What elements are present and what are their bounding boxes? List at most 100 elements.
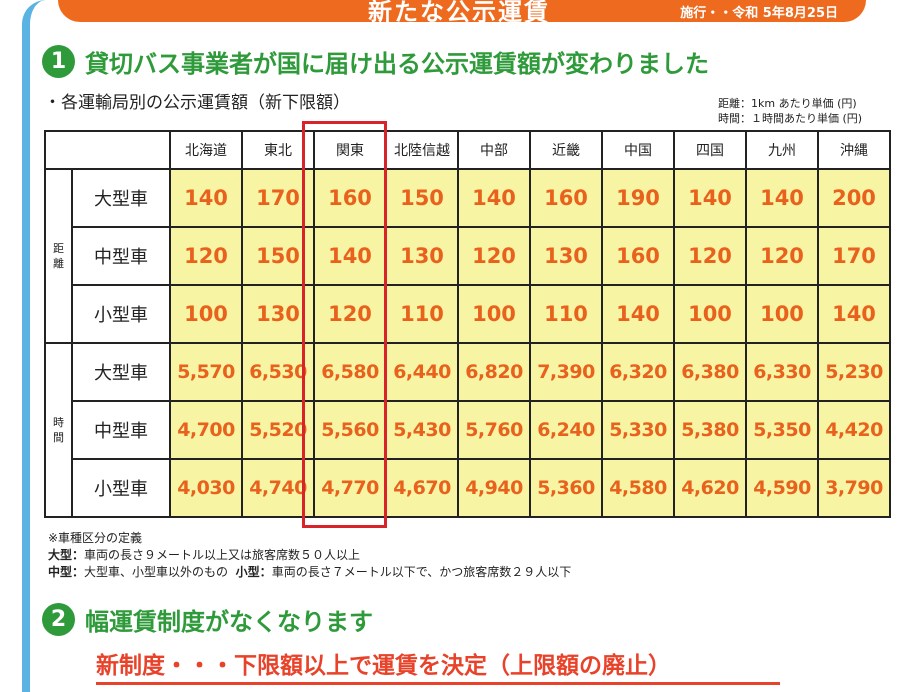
vehicle-class-notes: ※車種区分の定義 大型：車両の長さ９メートル以上又は旅客席数５０人以上 中型：大… (48, 530, 571, 581)
region-header: 中国 (601, 130, 675, 170)
fare-value-cell: 4,670 (385, 458, 459, 518)
new-system-statement: 新制度・・・下限額以上で運賃を決定（上限額の廃止） (96, 653, 671, 679)
table-row: 中型車 4,700 5,520 5,560 5,430 5,760 6,240 5,330 5,… (45, 400, 891, 460)
table-row: 距離大型車 140 170 160 150 140 160 190 140 140 200 (44, 168, 891, 344)
fare-value-cell: 100 (745, 284, 819, 344)
fare-value-cell: 7,390 (529, 342, 603, 402)
time-unit-note: 時間：１時間あたり単価 (円) (718, 112, 863, 125)
vehicle-type-label: 大型車 (71, 342, 171, 402)
notes-heading: ※車種区分の定義 (48, 531, 143, 545)
header-corner-cell (44, 130, 171, 170)
vehicle-type-label: 中型車 (71, 400, 171, 460)
region-header: 九州 (745, 130, 819, 170)
fare-value-cell: 140 (313, 226, 387, 286)
fare-value-cell: 200 (817, 168, 891, 228)
header-banner: 新たな公示運賃 施行・・令和 5年8月25日 (58, 0, 866, 26)
table-row: 中型車 120 150 140 130 120 130 160 120 120 170 (45, 226, 891, 286)
fare-value-cell: 5,570 (169, 342, 243, 402)
fare-value-cell: 170 (817, 226, 891, 286)
note-large: 大型：車両の長さ９メートル以上又は旅客席数５０人以上 (48, 548, 361, 562)
fare-value-cell: 140 (817, 284, 891, 344)
fare-value-cell: 4,700 (169, 400, 243, 460)
fare-value-cell: 6,240 (529, 400, 603, 460)
category-label-char: 間 (53, 431, 64, 444)
region-header: 沖縄 (817, 130, 891, 170)
region-header: 中部 (457, 130, 531, 170)
fare-value-cell: 140 (745, 168, 819, 228)
fare-value-cell: 110 (385, 284, 459, 344)
effective-date: 施行・・令和 5年8月25日 (680, 6, 838, 21)
vehicle-type-label: 小型車 (71, 458, 171, 518)
fare-value-cell: 140 (457, 168, 531, 228)
fare-value-cell: 190 (601, 168, 675, 228)
region-header: 北海道 (169, 130, 243, 170)
fare-value-cell: 110 (529, 284, 603, 344)
fare-value-cell: 5,430 (385, 400, 459, 460)
section-number-badge: 1 (42, 44, 75, 78)
section-number-badge: 2 (42, 602, 75, 636)
fare-value-cell: 4,940 (457, 458, 531, 518)
table-row: 小型車 100 130 120 110 100 110 140 100 100 140 (45, 284, 891, 344)
fare-table: 北海道 東北 関東 北陸信越 中部 近畿 中国 四国 九州 沖縄 距離大型車 140 170 160 15… (44, 130, 891, 518)
category-label-char: 時 (53, 416, 64, 429)
fare-value-cell: 130 (529, 226, 603, 286)
fare-value-cell: 140 (673, 168, 747, 228)
fare-value-cell: 5,230 (817, 342, 891, 402)
fare-value-cell: 3,790 (817, 458, 891, 518)
region-header: 近畿 (529, 130, 603, 170)
vehicle-type-label: 大型車 (71, 168, 171, 228)
fare-value-cell: 130 (385, 226, 459, 286)
banner-title: 新たな公示運賃 (368, 0, 550, 26)
region-header: 四国 (673, 130, 747, 170)
fare-value-cell: 6,440 (385, 342, 459, 402)
fare-value-cell: 5,380 (673, 400, 747, 460)
statement-underline (96, 682, 780, 685)
category-label-char: 離 (53, 257, 64, 270)
fare-value-cell: 160 (529, 168, 603, 228)
fare-value-cell: 100 (673, 284, 747, 344)
fare-value-cell: 120 (169, 226, 243, 286)
section-2-heading: 2 幅運賃制度がなくなります (42, 600, 373, 638)
fare-value-cell: 5,350 (745, 400, 819, 460)
section-title: 幅運賃制度がなくなります (85, 607, 373, 636)
kanto-highlight-box (302, 121, 387, 528)
fare-value-cell: 6,380 (673, 342, 747, 402)
category-label-char: 距 (53, 242, 64, 255)
fare-value-cell: 120 (745, 226, 819, 286)
fare-value-cell: 140 (601, 284, 675, 344)
distance-unit-note: 距離：1km あたり単価 (円) (718, 97, 857, 110)
fare-value-cell: 120 (457, 226, 531, 286)
fare-value-cell: 4,030 (169, 458, 243, 518)
fare-value-cell: 4,420 (817, 400, 891, 460)
fare-value-cell: 6,820 (457, 342, 531, 402)
section-1-heading: 1 貸切バス事業者が国に届け出る公示運賃額が変わりました (42, 42, 709, 80)
vehicle-type-label: 小型車 (71, 284, 171, 344)
table-row: 時間大型車 5,570 6,530 6,580 6,440 6,820 7,390 6,320… (44, 342, 891, 518)
fare-value-cell: 140 (169, 168, 243, 228)
fare-value-cell: 160 (313, 168, 387, 228)
fare-value-cell: 120 (313, 284, 387, 344)
fare-value-cell: 5,760 (457, 400, 531, 460)
fare-value-cell: 4,590 (745, 458, 819, 518)
page-frame (22, 0, 921, 692)
fare-value-cell: 150 (385, 168, 459, 228)
table-subtitle: ・各運輸局別の公示運賃額（新下限額） (44, 93, 350, 113)
category-label: 時間 (44, 342, 73, 518)
fare-value-cell: 100 (457, 284, 531, 344)
fare-value-cell: 6,320 (601, 342, 675, 402)
fare-value-cell: 4,770 (313, 458, 387, 518)
fare-value-cell: 5,360 (529, 458, 603, 518)
fare-value-cell: 100 (169, 284, 243, 344)
note-medium-small: 中型：大型車、小型車以外のもの 小型：車両の長さ７メートル以下で、かつ旅客席数２… (48, 565, 572, 579)
section-title: 貸切バス事業者が国に届け出る公示運賃額が変わりました (85, 49, 709, 78)
category-label: 距離 (44, 168, 73, 344)
vehicle-type-label: 中型車 (71, 226, 171, 286)
fare-value-cell: 160 (601, 226, 675, 286)
table-header-row: 北海道 東北 関東 北陸信越 中部 近畿 中国 四国 九州 沖縄 (44, 130, 891, 170)
region-header: 関東 (313, 130, 387, 170)
fare-value-cell: 6,330 (745, 342, 819, 402)
fare-value-cell: 5,560 (313, 400, 387, 460)
fare-value-cell: 4,580 (601, 458, 675, 518)
table-row: 小型車 4,030 4,740 4,770 4,670 4,940 5,360 4,580 4,… (45, 458, 891, 518)
fare-value-cell: 5,330 (601, 400, 675, 460)
